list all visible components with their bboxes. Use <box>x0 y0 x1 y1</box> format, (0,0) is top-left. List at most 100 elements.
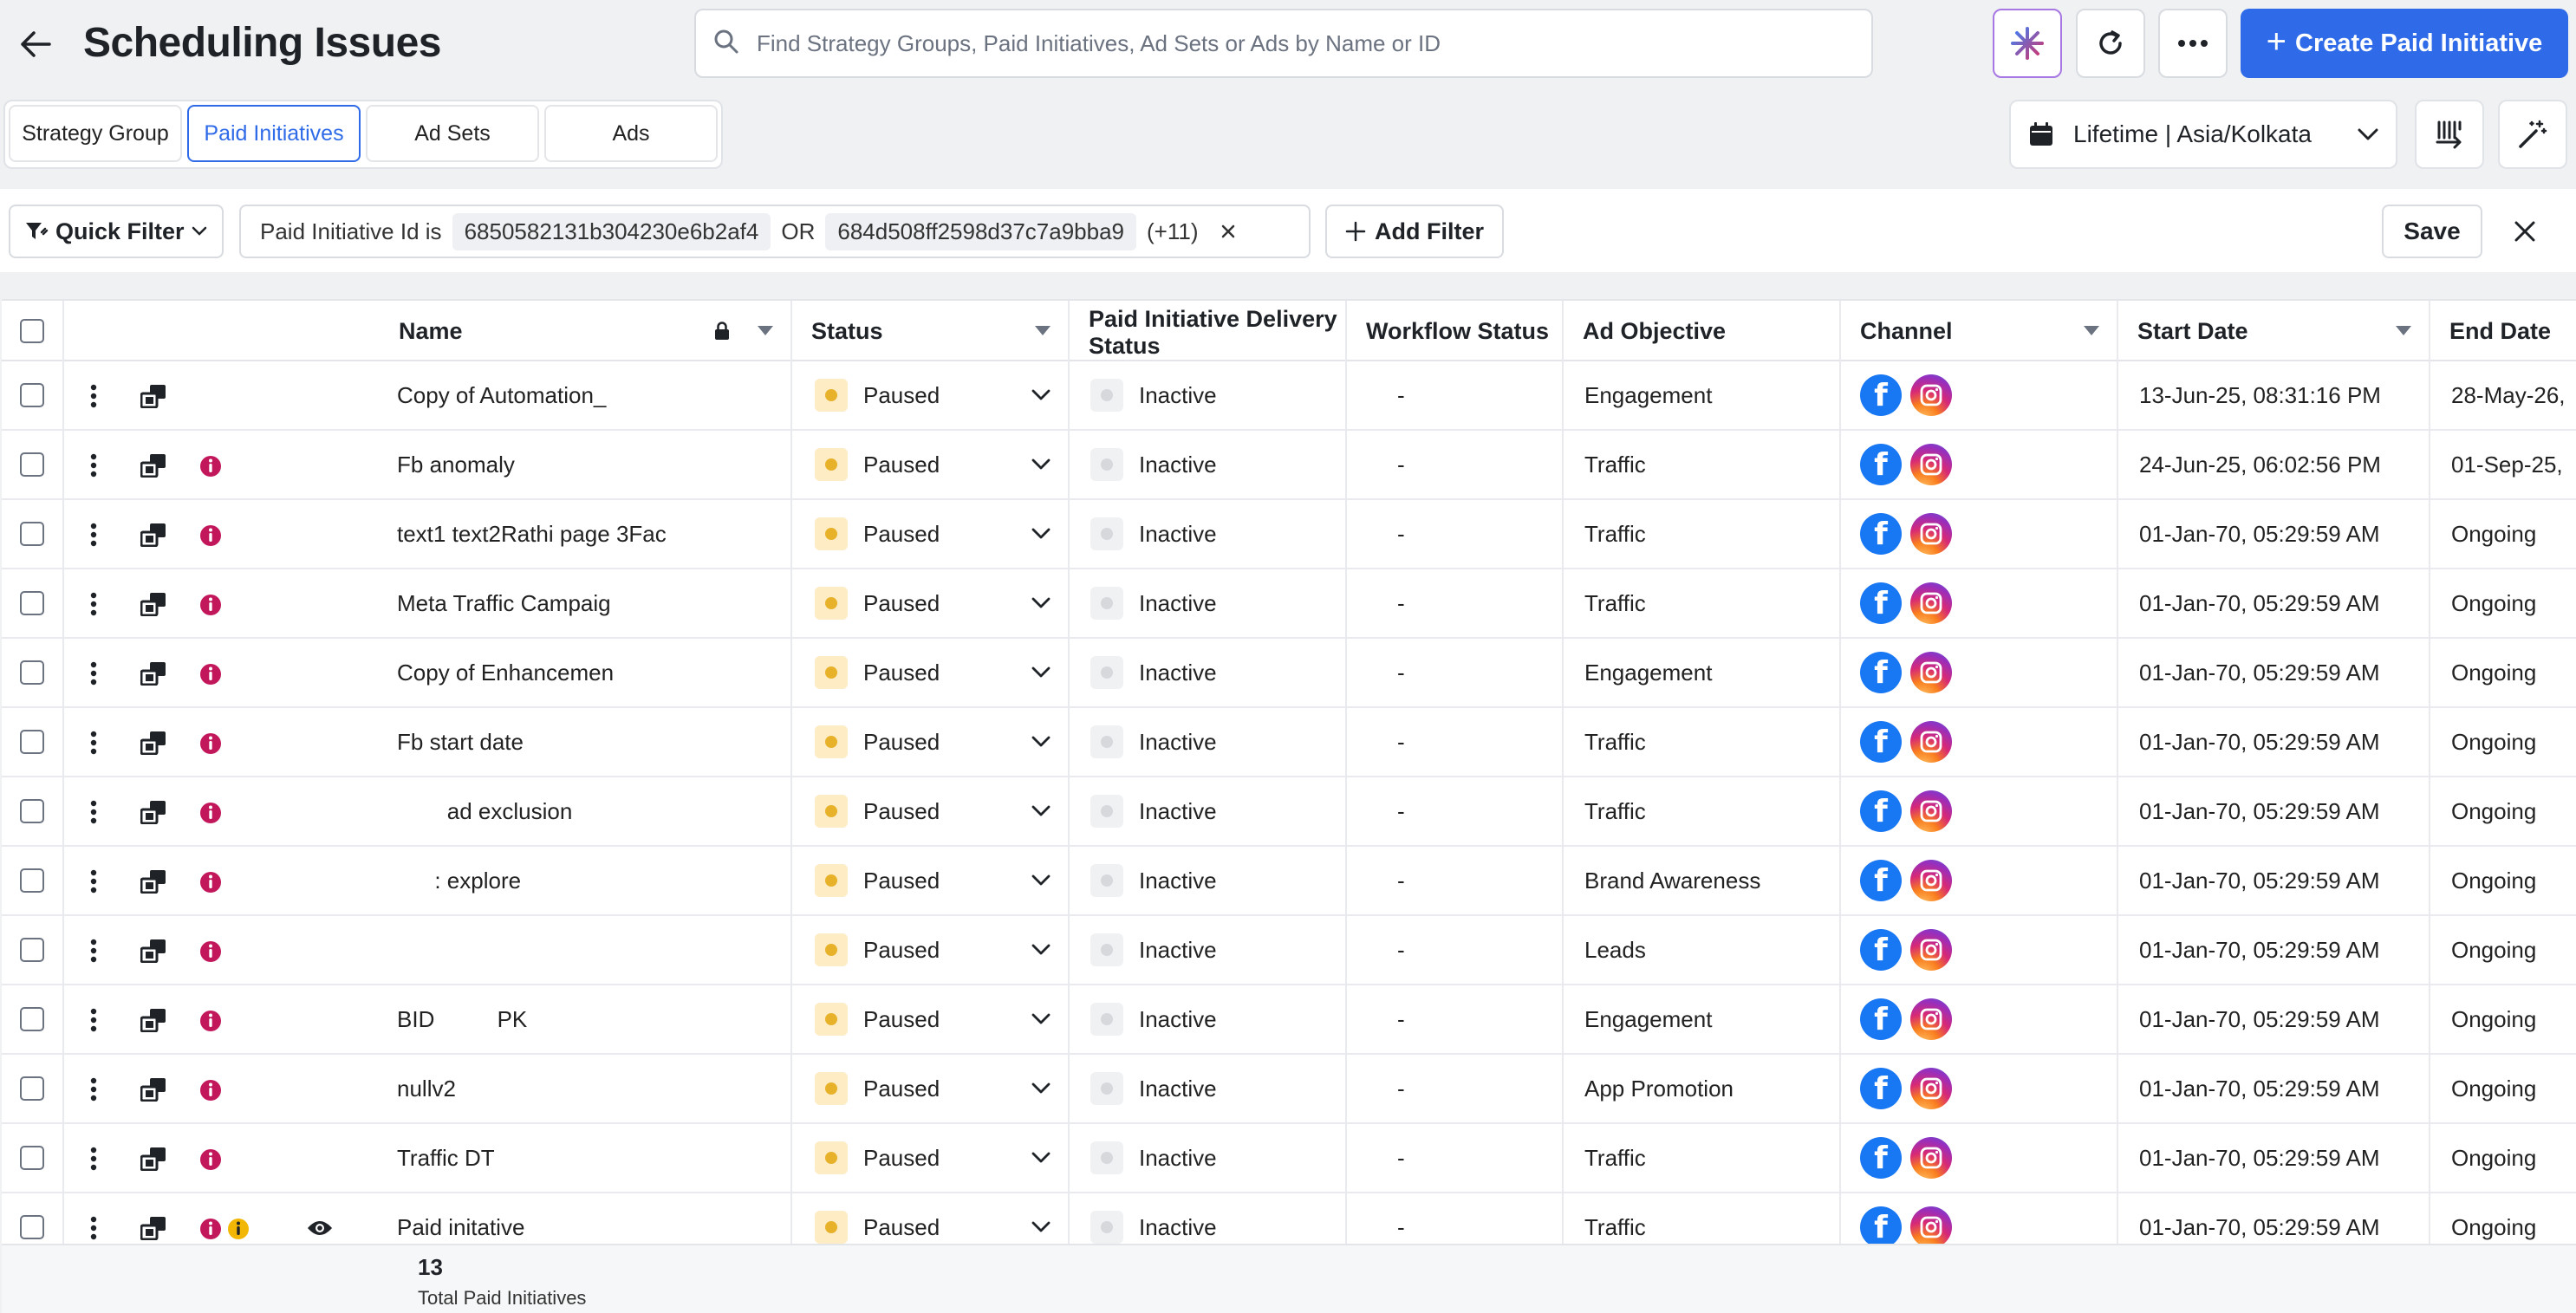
initiative-name[interactable]: Copy of Enhancemen <box>397 659 615 686</box>
status-dropdown[interactable]: Paused <box>792 448 1068 481</box>
tab-ads[interactable]: Ads <box>544 105 718 162</box>
row-checkbox[interactable] <box>20 1007 44 1031</box>
initiative-name[interactable]: Fb start date <box>397 728 524 755</box>
status-dropdown[interactable]: Paused <box>792 933 1068 966</box>
status-dropdown[interactable]: Paused <box>792 1072 1068 1105</box>
create-paid-initiative-button[interactable]: + Create Paid Initiative <box>2241 9 2568 78</box>
initiative-name[interactable]: Fb anomaly <box>397 451 515 478</box>
column-header-channel[interactable]: Channel <box>1841 301 2118 361</box>
column-header-status[interactable]: Status <box>792 301 1070 361</box>
column-header-start-date[interactable]: Start Date <box>2118 301 2430 361</box>
table-row[interactable]: ad exclusion Paused Inactive - Traffic <box>2 777 2576 847</box>
kebab-menu-icon[interactable] <box>90 731 97 755</box>
status-dropdown[interactable]: Paused <box>792 864 1068 897</box>
close-filter-bar-button[interactable] <box>2505 211 2545 251</box>
kebab-menu-icon[interactable] <box>90 800 97 824</box>
kebab-menu-icon[interactable] <box>90 1077 97 1102</box>
error-info-icon[interactable] <box>199 1218 222 1240</box>
error-info-icon[interactable] <box>199 594 222 616</box>
error-info-icon[interactable] <box>199 1079 222 1102</box>
kebab-menu-icon[interactable] <box>90 384 97 408</box>
initiative-name[interactable]: : explore <box>397 867 522 894</box>
back-arrow-icon[interactable] <box>16 24 55 64</box>
status-dropdown[interactable]: Paused <box>792 795 1068 828</box>
column-header-name[interactable]: Name <box>64 301 792 361</box>
status-dropdown[interactable]: Paused <box>792 656 1068 689</box>
global-search[interactable] <box>694 9 1873 78</box>
kebab-menu-icon[interactable] <box>90 1147 97 1171</box>
row-checkbox[interactable] <box>20 1076 44 1101</box>
kebab-menu-icon[interactable] <box>90 1008 97 1032</box>
row-checkbox[interactable] <box>20 1146 44 1170</box>
kebab-menu-icon[interactable] <box>90 661 97 686</box>
table-row[interactable]: nullv2 Paused Inactive - App Promotion <box>2 1055 2576 1124</box>
more-options-button[interactable] <box>2158 9 2228 78</box>
status-dropdown[interactable]: Paused <box>792 379 1068 412</box>
error-info-icon[interactable] <box>199 802 222 824</box>
tab-paid-initiatives[interactable]: Paid Initiatives <box>187 105 361 162</box>
kebab-menu-icon[interactable] <box>90 939 97 963</box>
column-header-ad-objective[interactable]: Ad Objective <box>1564 301 1841 361</box>
initiative-name[interactable]: ad exclusion <box>397 797 573 824</box>
error-info-icon[interactable] <box>199 940 222 963</box>
row-checkbox[interactable] <box>20 1215 44 1239</box>
initiative-name[interactable]: Copy of Automation_ <box>397 381 607 408</box>
tab-strategy-group[interactable]: Strategy Group <box>9 105 182 162</box>
initiative-name[interactable]: nullv2 <box>397 1075 456 1102</box>
initiative-name[interactable]: Traffic DT <box>397 1144 495 1171</box>
close-icon[interactable] <box>1220 223 1237 240</box>
row-checkbox[interactable] <box>20 799 44 823</box>
filter-chip[interactable]: Paid Initiative Id is 6850582131b304230e… <box>239 205 1311 258</box>
row-checkbox[interactable] <box>20 452 44 477</box>
row-checkbox[interactable] <box>20 938 44 962</box>
table-row[interactable]: Copy of Enhancemen Paused Inactive - Eng… <box>2 639 2576 708</box>
initiative-name[interactable]: Meta Traffic Campaig <box>397 589 611 616</box>
sort-caret-icon[interactable] <box>2084 326 2099 335</box>
ai-assistant-button[interactable] <box>1993 9 2062 78</box>
sort-caret-icon[interactable] <box>758 326 773 335</box>
select-all-checkbox[interactable] <box>20 319 44 343</box>
date-range-picker[interactable]: Lifetime | Asia/Kolkata <box>2009 100 2397 169</box>
error-info-icon[interactable] <box>199 871 222 894</box>
status-dropdown[interactable]: Paused <box>792 1211 1068 1244</box>
table-row[interactable]: text1 text2Rathi page 3Fac Paused Inacti… <box>2 500 2576 569</box>
row-checkbox[interactable] <box>20 591 44 615</box>
magic-wand-button[interactable] <box>2498 100 2567 169</box>
row-checkbox[interactable] <box>20 383 44 407</box>
table-row[interactable]: Paused Inactive - Leads f <box>2 916 2576 985</box>
row-checkbox[interactable] <box>20 522 44 546</box>
column-header-workflow-status[interactable]: Workflow Status <box>1347 301 1564 361</box>
table-row[interactable]: BID PK Paused Inactive - Engagement <box>2 985 2576 1055</box>
column-settings-button[interactable] <box>2415 100 2484 169</box>
tab-ad-sets[interactable]: Ad Sets <box>366 105 539 162</box>
table-row[interactable]: Copy of Automation_ Paused Inactive - En… <box>2 361 2576 431</box>
kebab-menu-icon[interactable] <box>90 453 97 478</box>
table-row[interactable]: Meta Traffic Campaig Paused Inactive - T… <box>2 569 2576 639</box>
table-row[interactable]: : explore Paused Inactive - Brand Awaren… <box>2 847 2576 916</box>
eye-icon[interactable] <box>307 1219 333 1237</box>
error-info-icon[interactable] <box>199 455 222 478</box>
error-info-icon[interactable] <box>199 1010 222 1032</box>
initiative-name[interactable]: BID PK <box>397 1005 528 1032</box>
kebab-menu-icon[interactable] <box>90 592 97 616</box>
add-filter-button[interactable]: Add Filter <box>1325 205 1504 258</box>
status-dropdown[interactable]: Paused <box>792 725 1068 758</box>
status-dropdown[interactable]: Paused <box>792 1141 1068 1174</box>
status-dropdown[interactable]: Paused <box>792 1003 1068 1036</box>
table-row[interactable]: Fb anomaly Paused Inactive - Traffic <box>2 431 2576 500</box>
initiative-name[interactable]: Paid initative <box>397 1213 525 1240</box>
kebab-menu-icon[interactable] <box>90 869 97 894</box>
table-row[interactable]: Traffic DT Paused Inactive - Traffic <box>2 1124 2576 1193</box>
warning-info-icon[interactable] <box>227 1218 250 1240</box>
row-checkbox[interactable] <box>20 660 44 685</box>
kebab-menu-icon[interactable] <box>90 523 97 547</box>
status-dropdown[interactable]: Paused <box>792 517 1068 550</box>
table-row[interactable]: Fb start date Paused Inactive - Traffic <box>2 708 2576 777</box>
row-checkbox[interactable] <box>20 730 44 754</box>
column-header-end-date[interactable]: End Date <box>2430 301 2576 361</box>
row-checkbox[interactable] <box>20 868 44 893</box>
error-info-icon[interactable] <box>199 1148 222 1171</box>
kebab-menu-icon[interactable] <box>90 1216 97 1240</box>
save-filter-button[interactable]: Save <box>2382 205 2482 258</box>
sort-caret-icon[interactable] <box>1035 326 1051 335</box>
